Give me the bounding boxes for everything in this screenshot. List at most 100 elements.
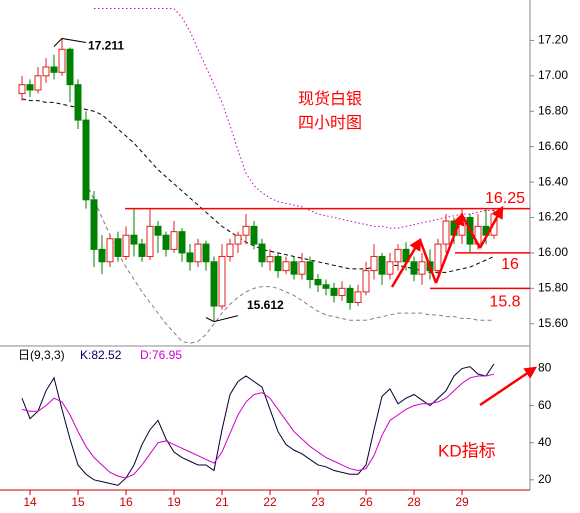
legend-d: D:76.95 (140, 348, 182, 362)
candle-body (362, 270, 370, 293)
candle-body (138, 243, 146, 257)
arrow (478, 205, 504, 249)
candle-body (66, 48, 74, 86)
candle-body (394, 248, 402, 263)
candle-body (154, 225, 162, 236)
candle-body (82, 119, 90, 201)
candle-body (434, 243, 442, 272)
arrow (390, 237, 422, 288)
candle-body (322, 284, 330, 289)
legend-k: K:82.52 (80, 348, 122, 362)
x-tick-label: 14 (23, 495, 37, 509)
candle-body (386, 261, 394, 275)
kd-line (21, 363, 495, 486)
y-tick-label: 16.00 (538, 245, 568, 259)
level-label: 16.25 (485, 190, 525, 207)
candle-body (242, 225, 250, 236)
y-tick-label: 16.80 (538, 103, 568, 117)
arrow (460, 214, 482, 249)
legend-title: 日(9,3,3) (18, 348, 65, 362)
kd-line (21, 373, 495, 479)
kd-arrow (479, 366, 538, 407)
candle-body (274, 255, 282, 272)
y-tick-label: 40 (538, 435, 552, 449)
chart-subtitle: 四小时图 (298, 114, 362, 132)
y-tick-label: 17.20 (538, 33, 568, 47)
arrow (434, 212, 465, 284)
candle-body (226, 243, 234, 257)
candle-body (106, 238, 114, 263)
candle-body (26, 84, 34, 91)
candle-body (218, 255, 226, 307)
candle-body (258, 243, 266, 263)
y-tick-label: 16.20 (538, 210, 568, 224)
low-label: 15.612 (247, 298, 284, 312)
candle-body (418, 261, 426, 275)
y-tick-label: 16.60 (538, 139, 568, 153)
candle-body (338, 287, 346, 296)
candle-body (290, 261, 298, 275)
kd-annotation: KD指标 (438, 441, 496, 460)
candle-body (234, 234, 242, 245)
candle-body (210, 261, 218, 307)
y-tick-label: 60 (538, 398, 552, 412)
candle-body (354, 291, 362, 303)
candle-body (250, 225, 258, 245)
candle-body (34, 75, 42, 91)
candle-body (330, 287, 338, 296)
candle-body (314, 278, 322, 286)
x-tick-label: 28 (407, 495, 421, 509)
y-tick-label: 15.60 (538, 316, 568, 330)
x-tick-label: 16 (119, 495, 133, 509)
high-label: 17.211 (88, 39, 124, 53)
candle-body (130, 234, 138, 245)
candle-body (50, 66, 58, 73)
x-tick-label: 22 (263, 495, 277, 509)
candle-body (122, 234, 130, 257)
candle-body (410, 261, 418, 275)
candle-body (18, 84, 26, 95)
candle-body (370, 255, 378, 272)
candle-body (146, 225, 154, 257)
candle-body (170, 231, 178, 250)
y-tick-label: 16.40 (538, 174, 568, 188)
candle-body (306, 261, 314, 280)
x-tick-label: 15 (71, 495, 85, 509)
candle-body (298, 261, 306, 275)
candle-body (442, 220, 450, 245)
candle-body (162, 234, 170, 250)
candle-body (282, 261, 290, 272)
y-tick-label: 80 (538, 361, 552, 375)
candle-body (74, 84, 82, 121)
x-tick-label: 19 (167, 495, 181, 509)
candle-body (42, 66, 50, 77)
level-label: 16 (501, 256, 519, 273)
low-marker (205, 315, 239, 323)
x-tick-label: 21 (215, 495, 229, 509)
y-tick-label: 15.80 (538, 281, 568, 295)
candle-body (98, 248, 106, 263)
candle-body (194, 243, 202, 263)
candle-body (266, 255, 274, 263)
x-tick-label: 29 (455, 495, 469, 509)
candle-body (346, 287, 354, 304)
level-label: 15.8 (489, 294, 520, 311)
y-tick-label: 17.00 (538, 68, 568, 82)
trend-arrows (390, 205, 538, 407)
x-tick-label: 26 (359, 495, 373, 509)
candle-body (114, 238, 122, 257)
candle-body (58, 48, 66, 73)
chart-title: 现货白银 (298, 90, 362, 108)
band-line (94, 8, 494, 229)
high-marker (53, 37, 87, 47)
arrow (418, 239, 438, 284)
candle-body (178, 231, 186, 254)
candle-body (186, 252, 194, 263)
x-tick-label: 23 (311, 495, 325, 509)
candle-body (202, 243, 210, 263)
band-line (85, 181, 494, 344)
candle-body (90, 199, 98, 250)
candle-body (378, 255, 386, 275)
